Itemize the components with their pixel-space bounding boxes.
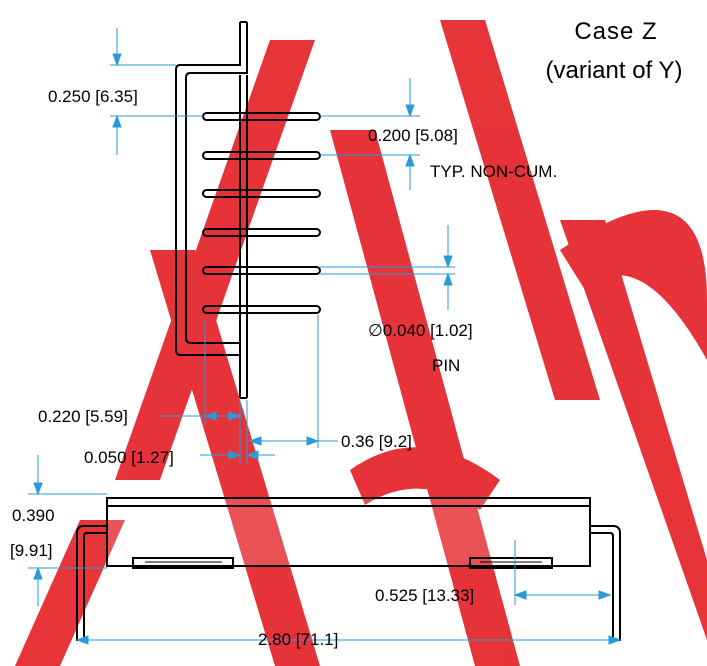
pad-right [469,557,553,569]
pin-3 [202,189,321,198]
watermark [15,20,707,666]
dim-offset-220: 0.220 [5.59] [38,407,128,426]
pin-4 [202,228,321,237]
pin-6 [202,305,321,314]
dim-pin-length: 0.36 [9.2] [341,432,412,451]
right-lead [590,525,621,641]
dim-height-in: 0.390 [12,506,55,525]
dim-top-offset: 0.250 [6.35] [48,87,138,106]
top-dimensions [110,28,455,465]
dim-offset-050: 0.050 [1.27] [84,448,174,467]
dim-overall-length: 2.80 [71.1] [258,630,338,649]
title-line-1: Case Z [574,18,657,45]
case-body [106,497,591,567]
dim-pin-label: PIN [432,356,460,375]
dim-pin-pitch: 0.200 [5.08] [368,126,458,145]
dim-pitch-note: TYP. NON-CUM. [430,162,557,181]
dim-pad-width: 0.525 [13.33] [375,586,474,605]
title-line-2: (variant of Y) [546,57,683,84]
case-outline [175,28,241,356]
dim-pin-diameter: ∅0.040 [1.02] [368,321,473,340]
side-view [76,497,621,641]
pad-left [132,557,234,569]
side-dimensions [28,455,622,645]
dim-height-mm: [9.91] [10,541,53,560]
top-view [175,21,321,399]
case-inner-outline [185,28,248,344]
pin-5 [202,266,321,275]
